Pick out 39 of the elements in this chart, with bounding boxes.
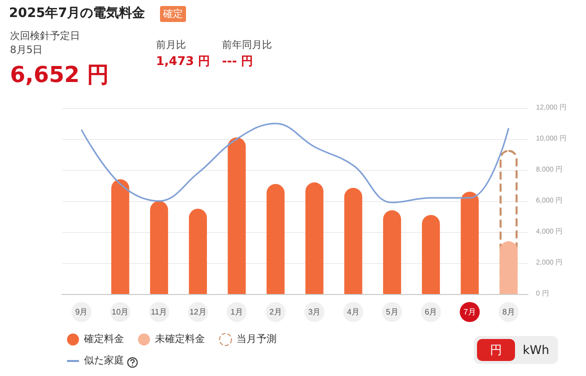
x-tick-label: 12月 [189, 308, 206, 316]
legend-label: 当月予測 [236, 333, 276, 345]
text: kWh [522, 342, 550, 359]
x-tick-label: 2月 [269, 308, 282, 316]
line-series [80, 122, 510, 204]
text: 確定 [160, 6, 186, 22]
x-tick-label: 10月 [112, 308, 129, 316]
x-tick-label: 11月 [150, 308, 168, 316]
bar [500, 241, 518, 294]
bar [383, 210, 402, 294]
x-tick-label: 3月 [308, 308, 321, 316]
bar [228, 137, 246, 294]
bar [305, 182, 324, 294]
bar [422, 214, 440, 294]
x-tick-label: 5月 [386, 308, 398, 316]
x-tick-label: 1月 [230, 308, 243, 316]
text: 前月比 [156, 38, 186, 52]
x-tick-label: 7月 [464, 308, 476, 316]
text: 6,652 円 [10, 62, 110, 90]
x-tick-label: 8月 [502, 308, 515, 316]
bar [344, 188, 362, 294]
x-tick-label: 9月 [75, 308, 88, 316]
chart-title: 2025年7月の電気料金 [9, 5, 146, 22]
text: 円 [477, 339, 515, 361]
text: 次回検針予定日 [10, 30, 80, 43]
x-tick-label: 4月 [347, 308, 360, 316]
legend-label: 未確定料金 [155, 333, 205, 345]
text: 前年同月比 [222, 38, 272, 52]
legend-label: 確定料金 [83, 333, 124, 345]
bar [188, 208, 207, 294]
legend-label: 似た家庭 [84, 354, 124, 366]
bar [266, 184, 285, 294]
bar [111, 179, 130, 294]
text: 8月5日 [10, 44, 43, 57]
x-tick-label: 6月 [424, 308, 438, 316]
bar [150, 201, 168, 294]
bar [460, 192, 479, 294]
text: 1,473 円 [156, 53, 210, 70]
text: --- 円 [222, 53, 254, 70]
